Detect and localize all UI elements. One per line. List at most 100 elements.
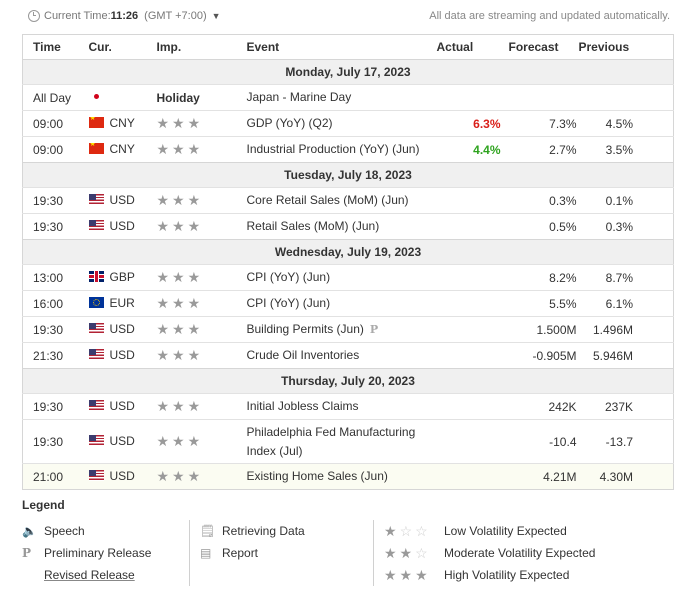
holiday-label: Holiday (156, 90, 200, 105)
event-currency-cell: USD (88, 187, 157, 214)
event-importance-cell: ★★★ (156, 393, 247, 420)
event-name[interactable]: Retail Sales (MoM) (Jun) (246, 219, 380, 233)
event-name[interactable]: Building Permits (Jun) (246, 322, 364, 336)
event-row[interactable]: 21:30 USD ★★★ Crude Oil Inventories -0.905M 5… (22, 342, 674, 369)
importance-stars-icon: ★★★ (156, 192, 204, 208)
event-row[interactable]: 16:00 EUR ★★★ CPI (YoY) (Jun) 5.5% 6.1% (22, 290, 674, 317)
legend-high: ★★★ High Volatility Expected (384, 564, 595, 586)
day-header-row: Thursday, July 20, 2023 (22, 368, 674, 394)
event-name[interactable]: Initial Jobless Claims (246, 399, 359, 413)
event-row[interactable]: 19:30 USD ★★★ Initial Jobless Claims 242K 237… (22, 393, 674, 420)
event-forecast: 5.5% (508, 290, 579, 317)
event-forecast: 7.3% (508, 110, 579, 137)
importance-stars-icon: ★★★ (156, 115, 204, 131)
legend-report: ▤ Report (200, 542, 305, 564)
event-name-cell[interactable]: Retail Sales (MoM) (Jun) (246, 213, 437, 240)
event-name-cell[interactable]: Industrial Production (YoY) (Jun) (246, 136, 437, 163)
event-name-cell[interactable]: Core Retail Sales (MoM) (Jun) (246, 187, 437, 214)
legend-revised-label[interactable]: Revised Release (44, 568, 135, 582)
event-currency: EUR (109, 295, 135, 310)
event-name[interactable]: Core Retail Sales (MoM) (Jun) (246, 193, 409, 207)
event-row[interactable]: 19:30 USD ★★★ Core Retail Sales (MoM) (Jun)… (22, 187, 674, 214)
event-actual (436, 84, 509, 111)
event-importance-cell: ★★★ (156, 187, 247, 214)
current-time-label: Current Time: (44, 10, 111, 22)
event-name[interactable]: GDP (YoY) (Q2) (246, 116, 333, 130)
event-currency-cell: USD (88, 463, 157, 490)
event-currency-cell: CNY (88, 136, 157, 163)
event-row[interactable]: 21:00 USD ★★★ Existing Home Sales (Jun) 4.21… (22, 463, 674, 490)
event-name[interactable]: CPI (YoY) (Jun) (246, 270, 331, 284)
legend-preliminary: P Preliminary Release (22, 542, 151, 564)
event-actual: 4.4% (436, 136, 509, 163)
event-name[interactable]: CPI (YoY) (Jun) (246, 296, 331, 310)
event-forecast: -0.905M (508, 342, 579, 369)
event-row[interactable]: 09:00 CNY ★★★ Industrial Production (YoY) (… (22, 136, 674, 163)
event-name-cell[interactable]: CPI (YoY) (Jun) (246, 290, 437, 317)
event-name-cell[interactable]: Japan - Marine Day (246, 84, 437, 111)
event-name-cell[interactable]: CPI (YoY) (Jun) (246, 264, 437, 291)
legend-moderate: ★★☆ Moderate Volatility Expected (384, 542, 595, 564)
event-name[interactable]: Industrial Production (YoY) (Jun) (246, 142, 420, 156)
event-importance-cell: Holiday (156, 84, 247, 111)
event-name-cell[interactable]: GDP (YoY) (Q2) (246, 110, 437, 137)
event-currency: USD (109, 468, 135, 483)
event-forecast: -10.4 (508, 419, 579, 464)
event-previous: 5.946M (578, 342, 674, 369)
header-previous[interactable]: Previous (578, 34, 674, 60)
event-name[interactable]: Existing Home Sales (Jun) (246, 469, 388, 483)
event-previous: 0.1% (578, 187, 674, 214)
event-actual (436, 264, 509, 291)
chevron-down-icon: ▼ (211, 11, 221, 21)
legend-title: Legend (22, 498, 65, 512)
event-time: 19:30 (22, 187, 89, 214)
event-row[interactable]: All Day Holiday Japan - Marine Day (22, 84, 674, 111)
event-currency: CNY (109, 115, 135, 130)
event-row[interactable]: 19:30 USD ★★★ Building Permits (Jun) P 1.500M… (22, 316, 674, 343)
event-name[interactable]: Japan - Marine Day (246, 90, 352, 104)
event-name-cell[interactable]: Existing Home Sales (Jun) (246, 463, 437, 490)
legend-high-label: High Volatility Expected (444, 568, 570, 582)
event-row[interactable]: 09:00 CNY ★★★ GDP (YoY) (Q2) 6.3%7.3%4.5% (22, 110, 674, 137)
event-row[interactable]: 13:00 GBP ★★★ CPI (YoY) (Jun) 8.2% 8.7% (22, 264, 674, 291)
header-currency[interactable]: Cur. (88, 34, 157, 60)
header-forecast[interactable]: Forecast (508, 34, 579, 60)
event-name-cell[interactable]: Initial Jobless Claims (246, 393, 437, 420)
event-currency-cell (88, 84, 157, 111)
event-importance-cell: ★★★ (156, 342, 247, 369)
event-actual (436, 187, 509, 214)
header-actual[interactable]: Actual (436, 34, 509, 60)
event-previous: 4.5% (578, 110, 674, 137)
importance-stars-icon: ★★★ (156, 468, 204, 484)
timezone-selector[interactable]: Current Time: 11:26 (GMT +7:00) ▼ (28, 10, 221, 22)
event-name[interactable]: Crude Oil Inventories (246, 348, 360, 362)
high-volatility-stars-icon: ★★★ (384, 566, 431, 583)
event-name-cell[interactable]: Crude Oil Inventories (246, 342, 437, 369)
event-previous: 0.3% (578, 213, 674, 240)
flag-jp-icon (88, 90, 104, 102)
header-event[interactable]: Event (246, 34, 437, 60)
event-row[interactable]: 19:30 USD ★★★ Philadelphia Fed Manufacturin… (22, 419, 674, 464)
event-actual (436, 463, 509, 490)
day-header-row: Monday, July 17, 2023 (22, 59, 674, 85)
event-name-cell[interactable]: Building Permits (Jun) P (246, 316, 437, 343)
day-header: Thursday, July 20, 2023 (22, 368, 674, 394)
legend-report-label: Report (222, 546, 259, 560)
legend-column-1: 🔈 Speech P Preliminary Release Revised R… (22, 520, 151, 586)
event-previous: 237K (578, 393, 674, 420)
event-previous (578, 84, 674, 111)
event-name[interactable]: Philadelphia Fed Manufacturing Index (Ju… (246, 424, 416, 458)
event-previous: 6.1% (578, 290, 674, 317)
header-importance[interactable]: Imp. (156, 34, 247, 60)
flag-cn-icon (88, 117, 104, 129)
event-name-cell[interactable]: Philadelphia Fed Manufacturing Index (Ju… (246, 419, 437, 464)
event-row[interactable]: 19:30 USD ★★★ Retail Sales (MoM) (Jun) 0.5% 0… (22, 213, 674, 240)
moderate-volatility-stars-icon: ★★☆ (384, 544, 431, 561)
header-time[interactable]: Time (22, 34, 89, 60)
flag-us-icon (88, 220, 104, 232)
event-time: 09:00 (22, 136, 89, 163)
importance-stars-icon: ★★★ (156, 347, 204, 363)
event-importance-cell: ★★★ (156, 419, 247, 464)
event-forecast: 1.500M (508, 316, 579, 343)
event-importance-cell: ★★★ (156, 110, 247, 137)
